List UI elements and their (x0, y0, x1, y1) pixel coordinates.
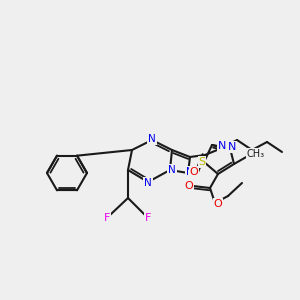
Text: S: S (198, 157, 206, 167)
Text: N: N (186, 167, 194, 177)
Text: O: O (190, 167, 198, 177)
Text: N: N (144, 178, 152, 188)
Text: N: N (148, 134, 156, 144)
Text: O: O (184, 181, 194, 191)
Text: N: N (168, 165, 176, 175)
Text: CH₃: CH₃ (247, 149, 265, 159)
Text: O: O (214, 199, 222, 209)
Text: F: F (104, 213, 110, 223)
Text: F: F (145, 213, 151, 223)
Text: N: N (228, 142, 236, 152)
Text: N: N (218, 141, 226, 151)
